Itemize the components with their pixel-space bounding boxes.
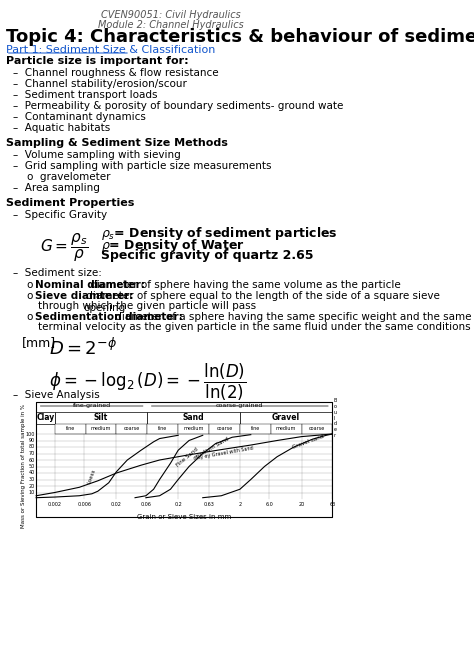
Text: –  Area sampling: – Area sampling — [13, 183, 100, 193]
Text: fine-grained: fine-grained — [73, 403, 111, 408]
Text: 60: 60 — [28, 458, 35, 462]
Bar — [36, 412, 55, 424]
Bar — [240, 412, 332, 424]
Text: B
o
u
l
d
e
r: B o u l d e r — [334, 398, 337, 438]
Text: $G = \dfrac{\rho_s}{\rho}$: $G = \dfrac{\rho_s}{\rho}$ — [40, 231, 88, 264]
Bar — [301, 424, 332, 434]
Bar — [147, 412, 240, 424]
Text: Mass or Sieving Fraction of total sample in %: Mass or Sieving Fraction of total sample… — [21, 405, 26, 529]
Text: –  Channel roughness & flow resistance: – Channel roughness & flow resistance — [13, 68, 219, 78]
Text: coarse: coarse — [309, 427, 325, 431]
Text: –  Volume sampling with sieving: – Volume sampling with sieving — [13, 150, 181, 160]
Bar — [147, 424, 178, 434]
Text: 100: 100 — [25, 431, 35, 436]
Text: coarse: coarse — [124, 427, 140, 431]
Text: Sand: Sand — [183, 413, 204, 423]
Text: coarse: coarse — [216, 427, 233, 431]
Text: o: o — [27, 312, 40, 322]
Text: Sediment Properties: Sediment Properties — [6, 198, 134, 208]
Bar — [36, 402, 332, 517]
Bar — [36, 402, 332, 517]
Text: 6.0: 6.0 — [265, 502, 273, 507]
Text: fine: fine — [251, 427, 260, 431]
Text: o  gravelometer: o gravelometer — [27, 172, 111, 182]
Text: diameter of sphere equal to the length of the side of a square sieve opening: diameter of sphere equal to the length o… — [83, 291, 440, 313]
Text: –  Grid sampling with particle size measurements: – Grid sampling with particle size measu… — [13, 161, 272, 171]
Text: Clay: Clay — [36, 413, 55, 423]
Bar — [117, 424, 147, 434]
Text: 50: 50 — [28, 464, 35, 469]
Text: –  Channel stability/erosion/scour: – Channel stability/erosion/scour — [13, 79, 187, 89]
Bar — [209, 424, 240, 434]
Text: CVEN90051: Civil Hydraulics: CVEN90051: Civil Hydraulics — [101, 10, 241, 20]
Text: clay ey Gravel with Sand: clay ey Gravel with Sand — [193, 446, 254, 461]
Text: o: o — [27, 291, 40, 301]
Text: 2: 2 — [238, 502, 241, 507]
Text: fine: fine — [65, 427, 75, 431]
Text: 90: 90 — [28, 438, 35, 443]
Text: 20: 20 — [28, 484, 35, 488]
Text: coarse-grained: coarse-grained — [216, 403, 264, 408]
Text: 10: 10 — [28, 490, 35, 495]
Bar — [55, 424, 85, 434]
Text: Gravel: Gravel — [272, 413, 300, 423]
Bar — [178, 424, 209, 434]
Text: 30: 30 — [28, 477, 35, 482]
Text: $\phi = -\log_2(D) = -\dfrac{\ln(D)}{\ln(2)}$: $\phi = -\log_2(D) = -\dfrac{\ln(D)}{\ln… — [49, 362, 246, 403]
Text: diameter of a sphere having the same specific weight and the same: diameter of a sphere having the same spe… — [112, 312, 472, 322]
Text: –  Sieve Analysis: – Sieve Analysis — [13, 390, 100, 400]
Text: medium: medium — [183, 427, 204, 431]
Text: Module 2: Channel Hydraulics: Module 2: Channel Hydraulics — [99, 20, 244, 30]
Bar — [55, 412, 147, 424]
Text: Particle size is important for:: Particle size is important for: — [6, 56, 188, 66]
Text: –  Sediment transport loads: – Sediment transport loads — [13, 90, 157, 100]
Text: Fine Sand: Fine Sand — [175, 446, 199, 467]
Bar — [271, 424, 301, 434]
Text: terminal velocity as the given particle in the same fluid under the same conditi: terminal velocity as the given particle … — [37, 322, 470, 332]
Text: Nominal diameter:: Nominal diameter: — [35, 280, 145, 290]
Text: Gravel sand: Gravel sand — [291, 433, 324, 450]
Text: through which the given particle will pass: through which the given particle will pa… — [37, 301, 255, 311]
Text: Part 1: Sediment Size & Classification: Part 1: Sediment Size & Classification — [6, 45, 215, 55]
Text: [mm]: [mm] — [22, 336, 56, 349]
Text: –  Specific Gravity: – Specific Gravity — [13, 210, 107, 220]
Text: 70: 70 — [28, 451, 35, 456]
Text: Sedimentation diameter:: Sedimentation diameter: — [35, 312, 182, 322]
Text: 80: 80 — [28, 444, 35, 450]
Text: 20: 20 — [299, 502, 305, 507]
Text: medium: medium — [91, 427, 111, 431]
Text: –  Sediment size:: – Sediment size: — [13, 268, 102, 278]
Bar — [85, 424, 117, 434]
Text: medium Sand: medium Sand — [194, 436, 230, 460]
Text: –  Permeability & porosity of boundary sediments- ground water exchange: – Permeability & porosity of boundary se… — [13, 101, 401, 111]
Text: fine: fine — [158, 427, 167, 431]
Text: 63: 63 — [329, 502, 336, 507]
Text: Sampling & Sediment Size Methods: Sampling & Sediment Size Methods — [6, 138, 228, 148]
Text: $\rho$= Density of Water: $\rho$= Density of Water — [101, 237, 245, 254]
Text: medium: medium — [276, 427, 296, 431]
Text: Specific gravity of quartz 2.65: Specific gravity of quartz 2.65 — [101, 249, 314, 262]
Text: Topic 4: Characteristics & behaviour of sediment: Topic 4: Characteristics & behaviour of … — [6, 28, 474, 46]
Text: 0.63: 0.63 — [203, 502, 214, 507]
Text: o: o — [27, 280, 40, 290]
Text: 0.2: 0.2 — [174, 502, 182, 507]
Text: Sieve diamterer:: Sieve diamterer: — [35, 291, 133, 301]
Bar — [240, 424, 271, 434]
Text: 0.006: 0.006 — [77, 502, 91, 507]
Text: Loess: Loess — [87, 468, 97, 484]
Text: $\rho_s$= Density of sediment particles: $\rho_s$= Density of sediment particles — [101, 225, 338, 242]
Text: $D = 2^{-\phi}$: $D = 2^{-\phi}$ — [49, 338, 117, 359]
Text: –  Aquatic habitats: – Aquatic habitats — [13, 123, 110, 133]
Text: diameter of sphere having the same volume as the particle: diameter of sphere having the same volum… — [87, 280, 401, 290]
Text: 0.02: 0.02 — [111, 502, 122, 507]
Text: Grain or Sieve Sizes in mm: Grain or Sieve Sizes in mm — [137, 514, 231, 520]
Text: 0.002: 0.002 — [48, 502, 62, 507]
Text: –  Contaminant dynamics: – Contaminant dynamics — [13, 112, 146, 122]
Text: 40: 40 — [28, 470, 35, 476]
Text: 0.06: 0.06 — [140, 502, 151, 507]
Text: Silt: Silt — [94, 413, 108, 423]
